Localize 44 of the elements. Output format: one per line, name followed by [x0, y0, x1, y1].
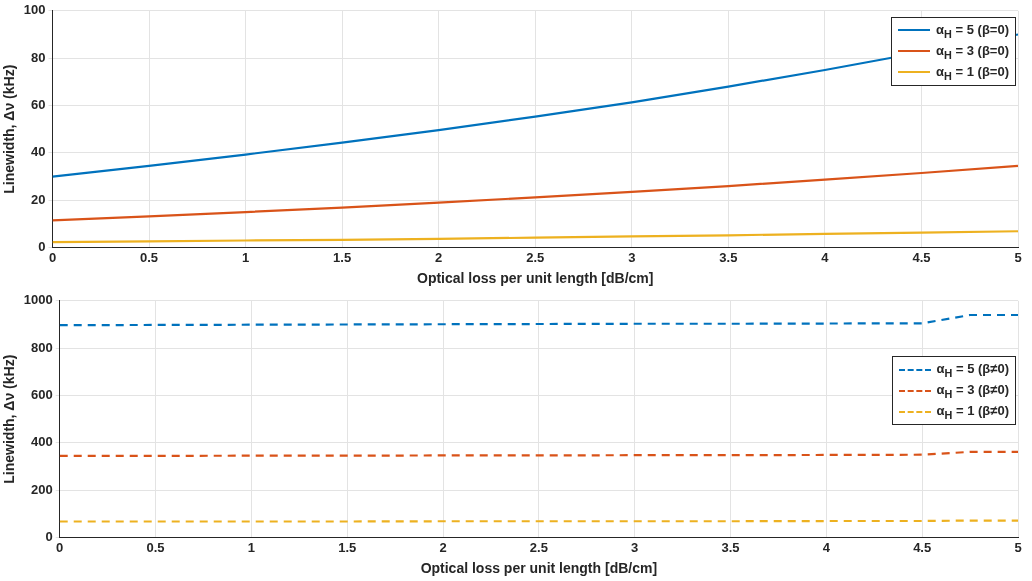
x-tick-label: 4 — [822, 539, 831, 555]
x-tick-label: 0 — [56, 539, 64, 555]
y-axis-title: Linewidth, Δν (kHz) — [1, 354, 18, 484]
legend-label: α$_{H}$ = 5 (β≠0) — [936, 360, 1009, 379]
y-tick-label: 600 — [31, 387, 53, 403]
y-tick-label: 100 — [23, 2, 46, 18]
legend-label: α$_{H}$ = 1 (β=0) — [936, 63, 1009, 82]
x-tick-label: 3.5 — [719, 249, 738, 265]
y-tick-label: 20 — [31, 191, 46, 207]
y-axis-title: Linewidth, Δν (kHz) — [1, 64, 18, 194]
y-tick-label: 80 — [31, 49, 46, 65]
x-tick-label: 2.5 — [529, 539, 548, 555]
x-tick-label: 2.5 — [526, 249, 545, 265]
x-tick-label: 5 — [1014, 539, 1022, 555]
y-tick-label: 60 — [31, 97, 46, 113]
y-tick-label: 1000 — [23, 292, 53, 308]
x-tick-label: 5 — [1014, 249, 1022, 265]
x-axis-title: Optical loss per unit length [dB/cm] — [417, 270, 654, 287]
x-axis-title: Optical loss per unit length [dB/cm] — [420, 560, 658, 577]
y-tick-label: 0 — [45, 529, 53, 545]
line-series — [59, 313, 1018, 327]
legend-label: α$_{H}$ = 5 (β=0) — [936, 21, 1009, 40]
x-tick-label: 3.5 — [721, 539, 740, 555]
y-tick-label: 40 — [31, 144, 46, 160]
y-tick-label: 0 — [38, 239, 46, 255]
y-tick-label: 400 — [31, 434, 53, 450]
x-tick-label: 2 — [435, 249, 443, 265]
x-tick-label: 1 — [247, 539, 255, 555]
legend-label: α$_{H}$ = 1 (β≠0) — [936, 402, 1009, 421]
y-tick-label: 200 — [31, 481, 53, 497]
x-tick-label: 1.5 — [333, 249, 352, 265]
x-tick-label: 1.5 — [338, 539, 357, 555]
x-tick-label: 4.5 — [913, 539, 932, 555]
x-tick-label: 1 — [241, 249, 250, 265]
x-tick-label: 0.5 — [146, 539, 165, 555]
x-tick-label: 3 — [628, 249, 636, 265]
legend-label: α$_{H}$ = 3 (β=0) — [936, 42, 1009, 61]
legend-label: α$_{H}$ = 3 (β≠0) — [936, 381, 1009, 400]
x-tick-label: 2 — [439, 539, 447, 555]
x-tick-label: 0.5 — [140, 249, 159, 265]
x-tick-label: 4 — [821, 249, 830, 265]
x-tick-label: 3 — [631, 539, 639, 555]
x-tick-label: 4.5 — [912, 249, 931, 265]
y-tick-label: 800 — [31, 339, 53, 355]
